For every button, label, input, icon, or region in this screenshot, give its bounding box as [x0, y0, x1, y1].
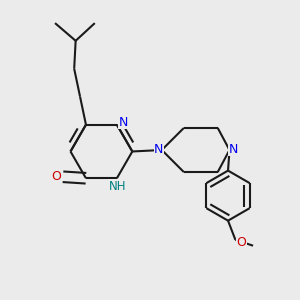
Text: N: N	[228, 142, 238, 156]
Text: O: O	[52, 170, 61, 183]
Text: N: N	[154, 142, 164, 156]
Text: NH: NH	[109, 180, 127, 193]
Text: O: O	[236, 236, 246, 249]
Text: N: N	[119, 116, 128, 129]
